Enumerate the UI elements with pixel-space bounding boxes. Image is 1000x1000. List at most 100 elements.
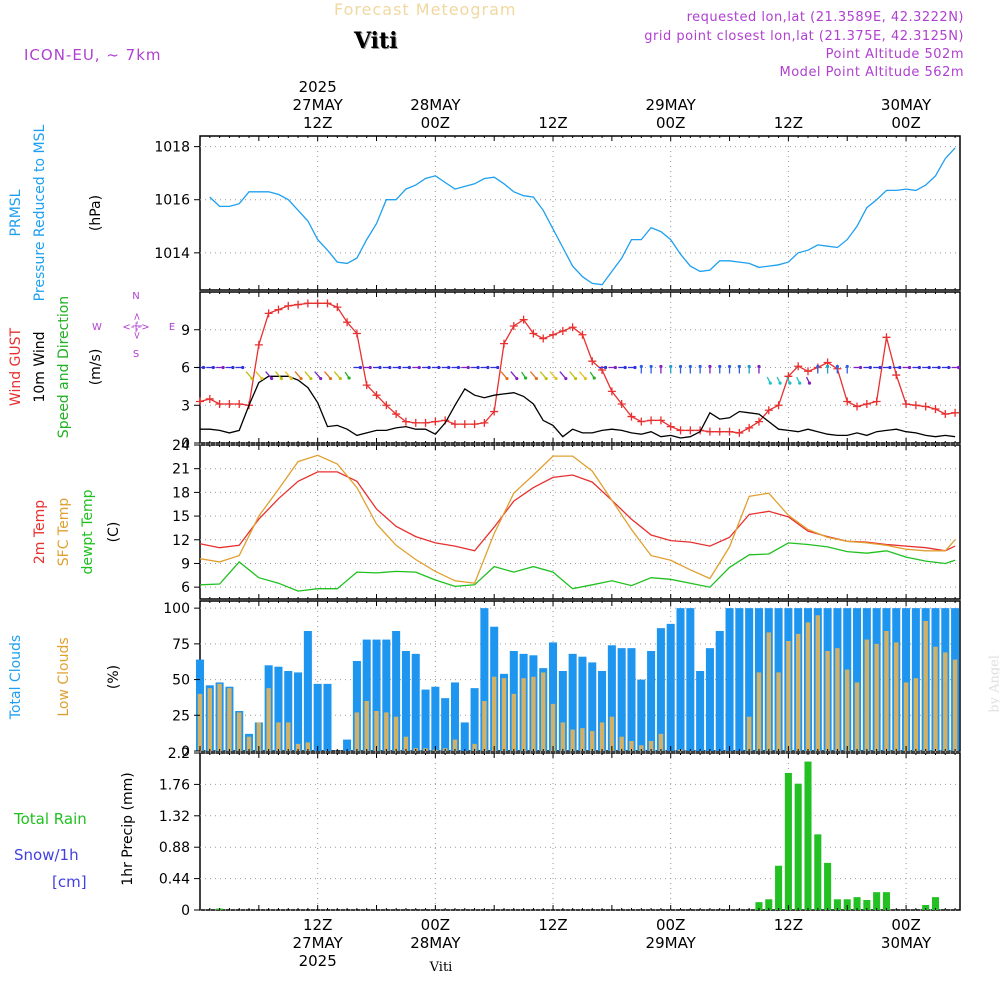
rain-bar	[853, 897, 861, 910]
time-label-top: 30MAY	[881, 96, 932, 114]
gust-marker	[607, 387, 616, 396]
ytick-label-pressure: 1016	[154, 193, 190, 209]
wind-direction-arrowhead	[592, 376, 596, 380]
wind-direction-arrowhead	[688, 364, 692, 369]
low-cloud-bar	[246, 736, 252, 751]
ytick-label-clouds: 50	[172, 673, 190, 689]
ytick-label-temperature: 15	[172, 509, 190, 525]
ytick-label-wind: 6	[181, 361, 190, 377]
time-label-top: 00Z	[421, 114, 450, 132]
wind-direction-arrowhead	[698, 364, 702, 369]
grid-point-coordinates: grid point closest lon,lat (21.375E, 42.…	[644, 29, 964, 44]
gust-marker	[872, 397, 881, 406]
time-label-top: 00Z	[891, 114, 920, 132]
rain-bar	[863, 900, 871, 910]
total-cloud-bar	[656, 628, 665, 751]
panel-label-temp: SFC Temp	[56, 498, 72, 567]
gust-marker	[196, 397, 204, 406]
low-cloud-bar	[295, 743, 301, 751]
gust-marker	[902, 399, 911, 408]
point-altitude: Point Altitude 502m	[825, 47, 964, 62]
wind-direction-arrowhead	[250, 376, 254, 381]
rain-bar	[873, 892, 881, 910]
total-cloud-bar	[607, 645, 616, 751]
wind-direction-arrowhead	[407, 365, 412, 370]
wind-direction-arrowhead	[888, 365, 892, 370]
low-cloud-bar	[521, 678, 526, 751]
low-cloud-bar	[541, 672, 546, 751]
compass-vertical: <-|->	[132, 312, 143, 339]
wind-direction-arrowhead	[347, 376, 351, 380]
gust-marker	[235, 399, 244, 408]
gust-marker	[892, 371, 901, 380]
ytick-label-clouds: 75	[172, 637, 190, 653]
gust-marker	[333, 303, 342, 312]
total-cloud-bar	[558, 671, 567, 751]
low-cloud-bar	[550, 703, 556, 751]
series-line-10m-wind	[200, 375, 956, 439]
low-cloud-bar	[531, 676, 536, 751]
gust-marker	[647, 416, 656, 425]
wind-direction-arrowhead	[835, 364, 840, 369]
wind-direction-arrowhead	[659, 364, 663, 369]
low-cloud-bar	[639, 745, 644, 751]
wind-direction-arrowhead	[554, 376, 558, 381]
time-label-bottom: 27MAY	[293, 934, 344, 952]
wind-direction-arrowhead	[466, 365, 470, 370]
gust-marker	[254, 340, 263, 349]
wind-direction-arrowhead	[299, 376, 303, 381]
rain-bar	[814, 834, 822, 910]
wind-direction-arrowhead	[778, 381, 782, 385]
panel-frame-pressure	[199, 135, 961, 291]
low-cloud-bar	[207, 688, 213, 751]
compass-horizontal: <-|->	[122, 322, 149, 333]
low-cloud-bar	[364, 701, 369, 751]
gust-marker	[225, 399, 234, 408]
gust-marker	[372, 391, 381, 400]
ytick-label-clouds: 25	[172, 708, 190, 724]
low-cloud-bar	[472, 743, 477, 751]
wind-direction-arrowhead	[757, 364, 761, 369]
rain-bar	[922, 905, 930, 910]
gust-marker	[205, 394, 214, 403]
wind-direction-arrowhead	[378, 365, 382, 370]
low-cloud-bar	[913, 678, 919, 751]
wind-direction-arrowhead	[898, 365, 902, 370]
low-cloud-bar	[276, 722, 281, 751]
panel-label-wind: 10m Wind	[32, 331, 48, 402]
ytick-label-precipitation: 0	[181, 903, 190, 919]
gust-marker	[382, 401, 391, 410]
gust-marker	[460, 420, 469, 429]
compass-s: S	[133, 349, 139, 360]
ytick-label-precipitation: 0.88	[159, 840, 190, 856]
gust-marker	[568, 323, 577, 332]
gust-marker	[294, 300, 303, 309]
series-line-dewpt-temp	[199, 542, 956, 592]
total-cloud-bar	[352, 661, 361, 751]
wind-direction-arrowhead	[603, 365, 608, 370]
total-cloud-bar	[323, 683, 332, 751]
low-cloud-bar	[923, 621, 928, 751]
wind-direction-arrowhead	[427, 365, 431, 370]
wind-direction-arrowhead	[816, 364, 820, 369]
wind-direction-arrowhead	[649, 364, 653, 369]
low-cloud-bar	[629, 741, 634, 751]
low-cloud-bar	[560, 722, 566, 751]
gust-marker	[313, 299, 322, 308]
wind-direction-arrowhead	[279, 376, 284, 381]
low-cloud-bar	[619, 736, 624, 751]
wind-direction-arrowhead	[956, 365, 961, 370]
wind-direction-arrowhead	[524, 376, 528, 380]
gust-marker	[774, 401, 783, 410]
wind-direction-arrowhead	[927, 365, 931, 370]
wind-direction-arrowhead	[368, 365, 372, 370]
wind-direction-arrowhead	[201, 365, 206, 370]
gust-marker	[519, 315, 528, 324]
wind-direction-arrowhead	[358, 365, 363, 370]
gust-marker	[411, 418, 420, 427]
wind-direction-arrowhead	[727, 364, 732, 369]
low-cloud-bar	[599, 722, 605, 751]
total-cloud-bar	[696, 671, 705, 751]
total-cloud-bar	[627, 648, 636, 751]
